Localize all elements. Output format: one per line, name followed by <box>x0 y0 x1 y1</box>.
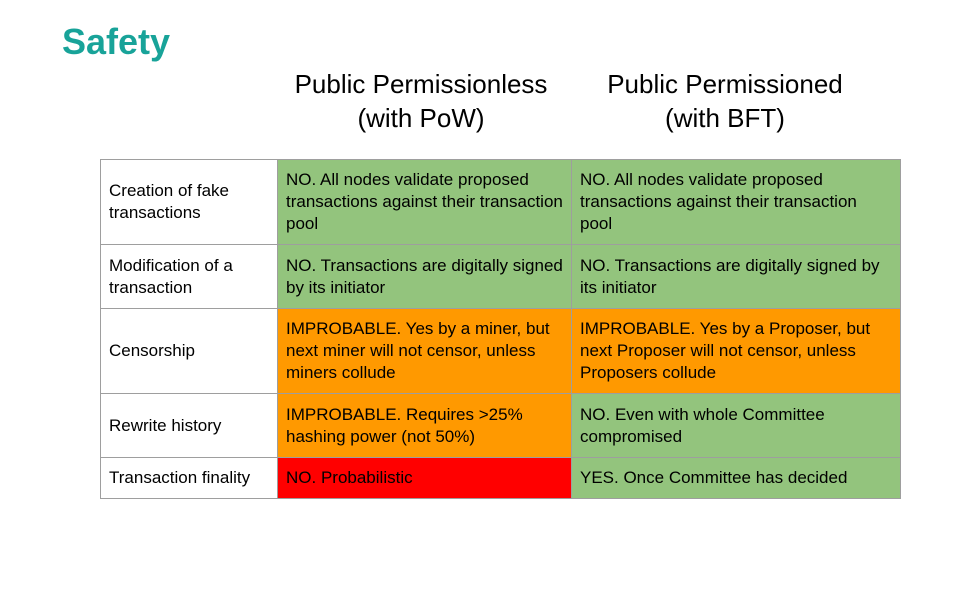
safety-comparison-table: Creation of fake transactions NO. All no… <box>100 159 901 499</box>
table-row: Transaction finality NO. Probabilistic Y… <box>100 457 901 499</box>
row-label: Rewrite history <box>100 393 278 458</box>
table-cell: IMPROBABLE. Yes by a miner, but next min… <box>277 308 572 394</box>
table-cell: NO. Even with whole Committee compromise… <box>571 393 901 458</box>
column-header-line2: (with BFT) <box>665 103 785 133</box>
table-row: Censorship IMPROBABLE. Yes by a miner, b… <box>100 308 901 394</box>
table-cell: IMPROBABLE. Requires >25% hashing power … <box>277 393 572 458</box>
table-row: Rewrite history IMPROBABLE. Requires >25… <box>100 393 901 458</box>
slide-title: Safety <box>62 21 171 62</box>
table-cell: NO. Transactions are digitally signed by… <box>277 244 572 309</box>
table-cell: NO. All nodes validate proposed transact… <box>277 159 572 245</box>
row-label: Censorship <box>100 308 278 394</box>
table-cell: NO. Probabilistic <box>277 457 572 499</box>
row-label: Modification of a transaction <box>100 244 278 309</box>
table-row: Modification of a transaction NO. Transa… <box>100 244 901 309</box>
row-label: Creation of fake transactions <box>100 159 278 245</box>
column-header-permissioned: Public Permissioned (with BFT) <box>578 67 872 135</box>
table-cell: YES. Once Committee has decided <box>571 457 901 499</box>
column-header-line1: Public Permissioned <box>607 69 843 99</box>
column-header-line2: (with PoW) <box>357 103 485 133</box>
table-cell: NO. All nodes validate proposed transact… <box>571 159 901 245</box>
column-header-permissionless: Public Permissionless (with PoW) <box>278 67 564 135</box>
row-label: Transaction finality <box>100 457 278 499</box>
table-cell: NO. Transactions are digitally signed by… <box>571 244 901 309</box>
table-cell: IMPROBABLE. Yes by a Proposer, but next … <box>571 308 901 394</box>
table-row: Creation of fake transactions NO. All no… <box>100 159 901 245</box>
column-header-line1: Public Permissionless <box>294 69 548 99</box>
